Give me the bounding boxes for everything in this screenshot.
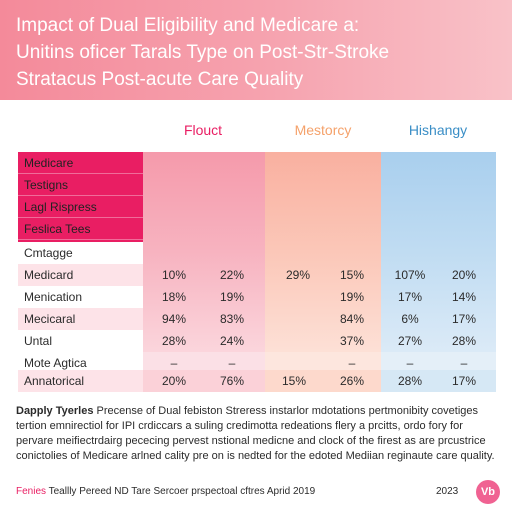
row-label: Cmtagge	[24, 246, 73, 260]
table-cell: 94%	[161, 312, 187, 326]
footer-tag: Fenies	[16, 486, 47, 497]
notes-paragraph: Dapply Tyerles Precense of Dual febiston…	[16, 404, 500, 464]
table-cell: 19%	[219, 290, 245, 304]
table-cell: 37%	[339, 334, 365, 348]
label-row-testigns: Testigns	[18, 174, 143, 196]
table-cell: 14%	[451, 290, 477, 304]
label-row-lagl-rispress: Lagl Rispress	[18, 196, 143, 218]
table-cell: –	[348, 356, 356, 370]
title-banner: Impact of Dual Eligibility and Medicare …	[0, 0, 512, 100]
row-label: Menication	[24, 290, 83, 304]
notes-text: Precense of Dual febiston Streress insta…	[16, 405, 495, 462]
column-header-2: Mestorcy	[294, 122, 352, 138]
label-row-medicare: Medicare	[18, 152, 143, 174]
table-row: Annatorical 20% 76% 15% 26% 28% 17%	[18, 370, 496, 392]
table-cell: 83%	[219, 312, 245, 326]
footer-text: Teallly Pereed ND Tare Sercoer prspectoa…	[48, 486, 316, 497]
column-header-1: Flouct	[183, 122, 223, 138]
table-cell: 17%	[397, 290, 423, 304]
table-cell: 15%	[281, 374, 307, 388]
row-label: Annatorical	[24, 374, 85, 388]
row-label: Mote Agtica	[24, 356, 87, 370]
table-cell: 29%	[285, 268, 311, 282]
table-row: Menication 18% 19% 19% 17% 14%	[18, 286, 496, 308]
table-cell: 15%	[339, 268, 365, 282]
table-cell: 28%	[451, 334, 477, 348]
brand-logo: Vb	[476, 480, 500, 504]
table-cell: 18%	[161, 290, 187, 304]
table-row: Mecicaral 94% 83% 84% 6% 17%	[18, 308, 496, 330]
table-cell: 84%	[339, 312, 365, 326]
table-cell: 20%	[161, 374, 187, 388]
column-header-3: Hishangy	[408, 122, 468, 138]
table-row: Mote Agtica – – – – –	[18, 352, 496, 374]
table-cell: 28%	[397, 374, 423, 388]
table-row: Untal 28% 24% 37% 27% 28%	[18, 330, 496, 352]
title-line-2: Unitins oficer Tarals Type on Post-Str-S…	[16, 42, 390, 63]
table-cell: 26%	[339, 374, 365, 388]
footer-year: 2023	[436, 486, 459, 497]
label-row-feslica-tees: Feslica Tees	[18, 218, 143, 240]
table-cell: 27%	[397, 334, 423, 348]
table-cell: –	[228, 356, 236, 370]
row-label: Mecicaral	[24, 312, 76, 326]
table-cell: 76%	[219, 374, 245, 388]
comparison-table: Flouct Mestorcy Hishangy Medicare Testig…	[18, 112, 496, 392]
table-cell: 6%	[401, 312, 419, 326]
table-cell: –	[406, 356, 414, 370]
title-line-1: Impact of Dual Eligibility and Medicare …	[16, 15, 360, 36]
table-cell: 19%	[339, 290, 365, 304]
row-label: Medicard	[24, 268, 74, 282]
table-cell: 17%	[451, 312, 477, 326]
notes-heading: Dapply Tyerles	[16, 405, 94, 417]
table-cell: –	[460, 356, 468, 370]
table-cell: 28%	[161, 334, 187, 348]
table-cell: 107%	[394, 268, 426, 282]
table-cell: –	[170, 356, 178, 370]
table-cell: 10%	[161, 268, 187, 282]
table-cell: 22%	[219, 268, 245, 282]
table-row: Cmtagge	[18, 242, 496, 264]
footer: Fenies Teallly Pereed ND Tare Sercoer pr…	[16, 486, 496, 502]
table-row: Medicard 10% 22% 29% 15% 107% 20%	[18, 264, 496, 286]
row-label: Untal	[24, 334, 53, 348]
table-cell: 24%	[219, 334, 245, 348]
footer-line: Fenies Teallly Pereed ND Tare Sercoer pr…	[16, 486, 315, 497]
table-cell: 17%	[451, 374, 477, 388]
title-line-3: Stratacus Post-acute Care Quality	[16, 69, 304, 90]
table-cell: 20%	[451, 268, 477, 282]
